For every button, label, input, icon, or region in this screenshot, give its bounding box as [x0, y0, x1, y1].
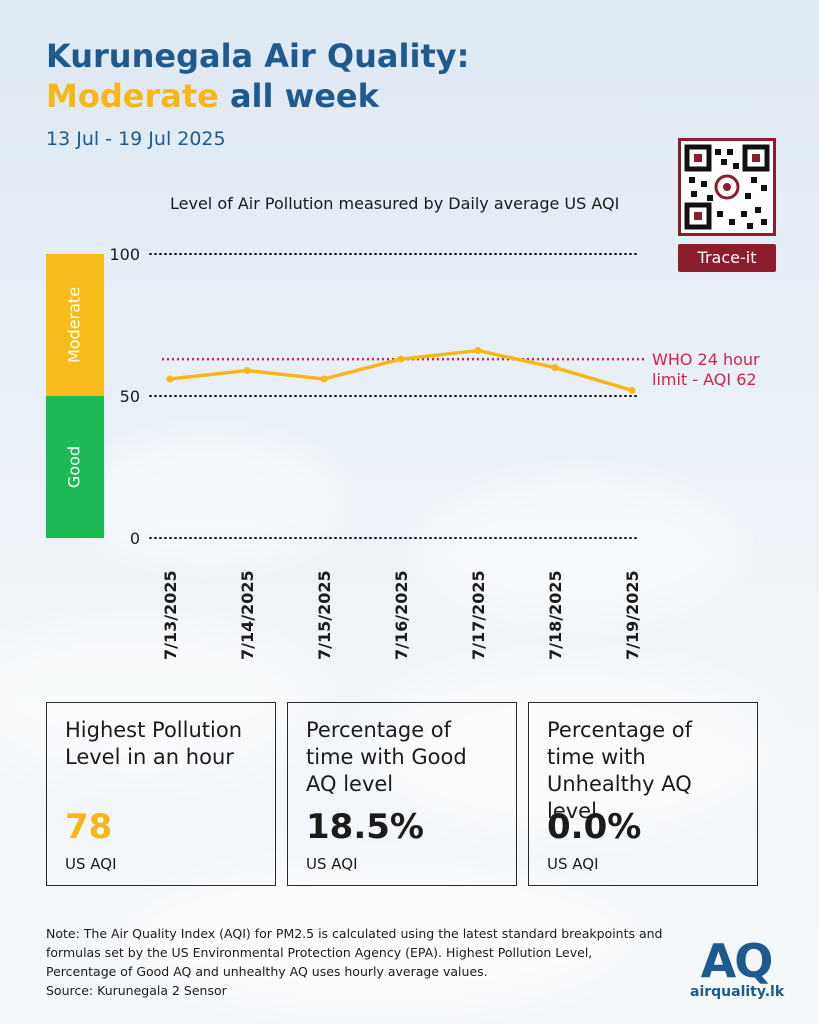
aqi-data-point: [628, 386, 636, 394]
card-heading: Percentage of time with Unhealthy AQ lev…: [547, 718, 693, 823]
trace-it-qr[interactable]: Trace-it: [678, 138, 776, 272]
who-limit-label: WHO 24 hour: [652, 350, 760, 369]
x-tick-label: 7/19/2025: [623, 570, 642, 660]
card-highest-pollution: Highest Pollution Level in an hour 78 US…: [46, 702, 276, 886]
aqi-data-point: [320, 375, 328, 383]
card-unhealthy-percentage: Percentage of time with Unhealthy AQ lev…: [528, 702, 758, 886]
x-tick-label: 7/17/2025: [469, 570, 488, 660]
qr-code-icon[interactable]: [678, 138, 776, 236]
card-unit: US AQI: [306, 855, 358, 873]
page-title: Kurunegala Air Quality: Moderate all wee…: [46, 36, 469, 116]
title-rest: all week: [218, 77, 379, 115]
aqi-data-point: [166, 375, 174, 383]
aqi-data-point: [474, 347, 482, 355]
aqi-band-label: Moderate: [65, 287, 84, 363]
card-unit: US AQI: [547, 855, 599, 873]
airquality-logo: AQ airquality.lk: [690, 934, 785, 1000]
cloud-decoration: [0, 620, 320, 780]
x-tick-label: 7/13/2025: [161, 570, 180, 660]
cloud-decoration: [360, 660, 780, 840]
logo-url: airquality.lk: [690, 984, 785, 1000]
cloud-decoration: [80, 440, 340, 560]
cloud-decoration: [420, 480, 740, 620]
chart-title: Level of Air Pollution measured by Daily…: [170, 194, 620, 213]
aqi-band-good: [46, 396, 104, 538]
x-tick-label: 7/14/2025: [238, 570, 257, 660]
aqi-band-label: Good: [65, 446, 84, 488]
card-heading: Highest Pollution Level in an hour: [65, 718, 243, 769]
footnote: Note: The Air Quality Index (AQI) for PM…: [46, 924, 666, 1000]
aqi-data-point: [243, 366, 251, 374]
card-value: 18.5%: [306, 807, 424, 847]
x-tick-label: 7/16/2025: [392, 570, 411, 660]
aqi-data-point: [551, 364, 559, 372]
card-value: 78: [65, 807, 113, 847]
title-line-2: Moderate all week: [46, 76, 469, 116]
title-highlight: Moderate: [46, 77, 219, 115]
card-unit: US AQI: [65, 855, 117, 873]
title-line-1: Kurunegala Air Quality:: [46, 37, 470, 75]
logo-mark: AQ: [700, 934, 774, 988]
card-value: 0.0%: [547, 807, 642, 847]
aqi-band-moderate: [46, 254, 104, 396]
footnote-source: Source: Kurunegala 2 Sensor: [46, 983, 227, 998]
x-tick-label: 7/15/2025: [315, 570, 334, 660]
trace-it-label[interactable]: Trace-it: [678, 244, 776, 272]
card-good-percentage: Percentage of time with Good AQ level 18…: [287, 702, 517, 886]
y-tick-label: 50: [120, 387, 140, 406]
footnote-text: Note: The Air Quality Index (AQI) for PM…: [46, 926, 663, 979]
y-tick-label: 100: [109, 245, 140, 264]
aqi-data-point: [397, 355, 405, 363]
x-tick-label: 7/18/2025: [546, 570, 565, 660]
y-tick-label: 0: [130, 529, 140, 548]
date-range: 13 Jul - 19 Jul 2025: [46, 128, 226, 150]
card-heading: Percentage of time with Good AQ level: [306, 718, 467, 796]
who-limit-label: limit - AQI 62: [652, 370, 757, 389]
